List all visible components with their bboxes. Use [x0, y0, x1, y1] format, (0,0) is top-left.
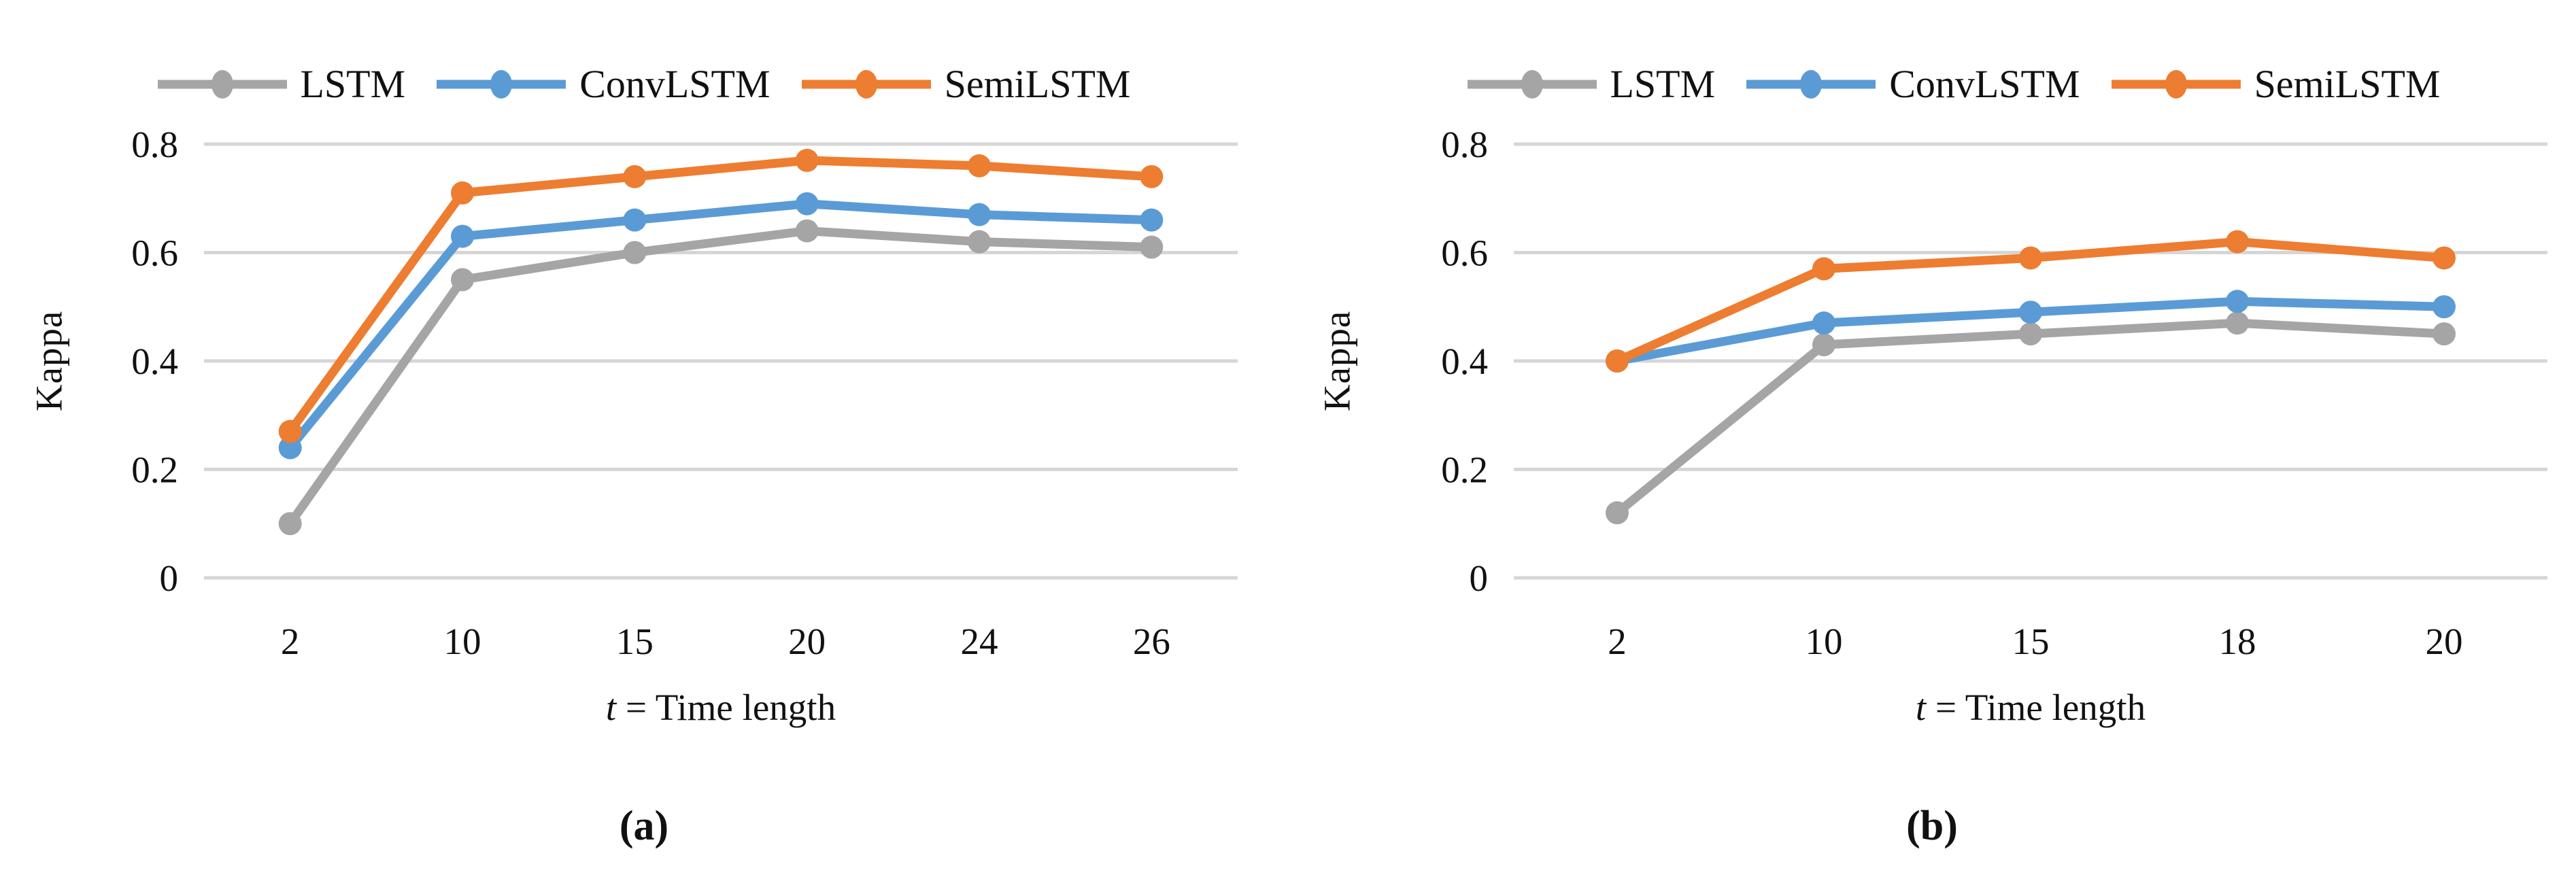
series-line-lstm	[1612, 318, 2449, 517]
subfigure-caption-a: (a)	[619, 803, 669, 849]
legend-label-lstm: LSTM	[300, 62, 406, 106]
data-point-convlstm	[1812, 311, 1835, 335]
x-tick-label: 10	[1806, 621, 1843, 662]
chart-panel-b: LSTM ConvLSTM SemiLSTM 0 0.2 0.4 0.6 0.8 2 10 15 1…	[1288, 0, 2576, 879]
series-line-convlstm	[286, 199, 1156, 453]
data-point-semilstm	[451, 181, 474, 205]
x-tick-label: 20	[2426, 621, 2463, 662]
legend-label-convlstm: ConvLSTM	[1889, 62, 2080, 106]
legend-swatch-semilstm	[2111, 70, 2241, 99]
y-tick-label: 0.2	[1441, 449, 1488, 491]
series-line-lstm	[286, 226, 1156, 528]
legend-item-lstm: LSTM	[157, 60, 406, 109]
legend-swatch-convlstm	[437, 70, 566, 99]
data-point-convlstm	[451, 224, 474, 248]
y-tick-label: 0.4	[131, 341, 178, 382]
line-plot-a: 0 0.2 0.4 0.6 0.8 2 10 15 20 24 26	[131, 124, 1238, 662]
data-point-lstm	[795, 219, 819, 243]
legend-label-semilstm: SemiLSTM	[2254, 62, 2441, 106]
legend-a: LSTM ConvLSTM SemiLSTM	[0, 58, 1288, 110]
x-tick-label: 2	[1608, 621, 1627, 662]
data-point-semilstm	[1140, 165, 1164, 188]
plot-wrap-a: LSTM ConvLSTM SemiLSTM 0 0.2 0.4 0.6 0.8 2 10 15 2…	[0, 58, 1288, 728]
data-point-lstm	[1606, 501, 1629, 525]
data-point-semilstm	[278, 419, 302, 443]
data-point-semilstm	[2226, 230, 2249, 254]
legend-label-semilstm: SemiLSTM	[944, 62, 1131, 106]
y-tick-label: 0.6	[131, 232, 178, 274]
data-point-semilstm	[2433, 246, 2456, 270]
x-tick-label: 26	[1133, 621, 1170, 662]
legend-item-convlstm: ConvLSTM	[1746, 60, 2080, 109]
y-tick-label: 0.8	[131, 124, 178, 165]
y-tick-label: 0.6	[1441, 232, 1488, 274]
legend-item-semilstm: SemiLSTM	[2111, 60, 2441, 109]
data-point-semilstm	[623, 165, 647, 188]
legend-item-lstm: LSTM	[1467, 60, 1716, 109]
legend-label-convlstm: ConvLSTM	[579, 62, 770, 106]
data-point-lstm	[278, 512, 302, 536]
line-plot-b: 0 0.2 0.4 0.6 0.8 2 10 15 18 20	[1441, 124, 2547, 662]
data-point-convlstm	[278, 436, 302, 460]
data-point-convlstm	[2019, 300, 2042, 324]
data-point-semilstm	[2019, 246, 2042, 270]
x-axis-title: t = Time length	[605, 687, 836, 728]
x-tick-label: 15	[2012, 621, 2050, 662]
y-axis-title: Kappa	[28, 310, 70, 412]
y-tick-label: 0.2	[131, 449, 178, 491]
data-point-lstm	[2433, 322, 2456, 346]
data-point-lstm	[2226, 311, 2249, 335]
series-line-semilstm	[286, 156, 1156, 436]
y-tick-label: 0	[1470, 557, 1489, 599]
data-point-semilstm	[968, 154, 991, 177]
x-tick-label: 10	[444, 621, 481, 662]
x-tick-label: 18	[2219, 621, 2256, 662]
y-axis-title: Kappa	[1316, 310, 1358, 412]
data-point-semilstm	[1812, 257, 1835, 281]
data-point-lstm	[623, 241, 647, 264]
legend-swatch-lstm	[1467, 70, 1597, 99]
data-point-convlstm	[1140, 208, 1164, 232]
x-tick-label: 20	[788, 621, 826, 662]
x-tick-label: 15	[616, 621, 654, 662]
data-point-lstm	[451, 268, 474, 292]
y-tick-label: 0.8	[1441, 124, 1488, 165]
legend-swatch-convlstm	[1746, 70, 1876, 99]
data-point-convlstm	[623, 208, 647, 232]
data-point-lstm	[1812, 333, 1835, 357]
x-axis-title: t = Time length	[1915, 687, 2146, 728]
legend-swatch-semilstm	[801, 70, 931, 99]
subfigure-caption-b: (b)	[1906, 803, 1958, 849]
y-tick-label: 0.4	[1441, 341, 1488, 382]
data-point-semilstm	[795, 148, 819, 172]
data-point-lstm	[968, 230, 991, 254]
data-point-convlstm	[968, 203, 991, 226]
data-point-convlstm	[795, 192, 819, 216]
data-point-lstm	[1140, 235, 1164, 259]
legend-item-semilstm: SemiLSTM	[801, 60, 1131, 109]
x-tick-label: 2	[281, 621, 300, 662]
legend-label-lstm: LSTM	[1610, 62, 1716, 106]
legend-b: LSTM ConvLSTM SemiLSTM	[1310, 58, 2576, 110]
data-point-convlstm	[2226, 290, 2249, 313]
legend-swatch-lstm	[157, 70, 287, 99]
x-tick-label: 24	[961, 621, 998, 662]
data-point-lstm	[2019, 322, 2042, 346]
data-point-convlstm	[2433, 295, 2456, 319]
y-tick-label: 0	[160, 557, 179, 599]
plot-wrap-b: LSTM ConvLSTM SemiLSTM 0 0.2 0.4 0.6 0.8 2 10 15 1…	[1310, 0, 2576, 879]
data-point-semilstm	[1606, 349, 1629, 373]
legend-item-convlstm: ConvLSTM	[437, 60, 770, 109]
chart-panel-a: LSTM ConvLSTM SemiLSTM 0 0.2 0.4 0.6 0.8 2 10 15 2…	[0, 58, 1288, 849]
